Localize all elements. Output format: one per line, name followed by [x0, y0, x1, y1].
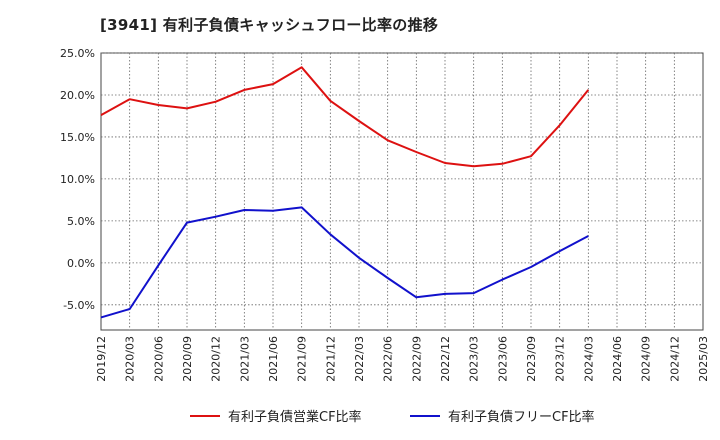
x-tick-label: 2020/09 — [181, 336, 194, 382]
y-tick-label: 15.0% — [60, 131, 95, 144]
legend-label-2: 有利子負債フリーCF比率 — [448, 409, 595, 425]
x-tick-label: 2023/09 — [525, 336, 538, 382]
x-tick-label: 2022/06 — [382, 336, 395, 382]
x-tick-label: 2025/03 — [697, 336, 710, 382]
x-tick-label: 2021/06 — [267, 336, 280, 382]
x-tick-label: 2022/09 — [410, 336, 423, 382]
y-tick-label: 20.0% — [60, 89, 95, 102]
x-tick-label: 2020/03 — [124, 336, 137, 382]
chart-title: [3941] 有利子負債キャッシュフロー比率の推移 — [100, 16, 439, 34]
legend-label-1: 有利子負債営業CF比率 — [228, 409, 362, 425]
series-line-2 — [100, 206, 589, 319]
series-line-1 — [100, 66, 590, 168]
x-tick-label: 2023/12 — [554, 336, 567, 382]
x-tick-label: 2023/03 — [468, 336, 481, 382]
x-tick-label: 2021/09 — [296, 336, 309, 382]
x-tick-label: 2024/12 — [668, 336, 681, 382]
x-tick-label: 2021/03 — [238, 336, 251, 382]
y-tick-label: -5.0% — [63, 299, 95, 312]
y-tick-label: 0.0% — [67, 257, 95, 270]
x-tick-label: 2021/12 — [324, 336, 337, 382]
x-tick-label: 2024/09 — [640, 336, 653, 382]
x-tick-label: 2024/06 — [611, 336, 624, 382]
x-tick-label: 2022/12 — [439, 336, 452, 382]
y-tick-label: 5.0% — [67, 215, 95, 228]
plot-area — [100, 52, 704, 331]
x-tick-label: 2020/06 — [152, 336, 165, 382]
y-tick-label: 10.0% — [60, 173, 95, 186]
y-tick-label: 25.0% — [60, 47, 95, 60]
x-tick-label: 2019/12 — [95, 336, 108, 382]
x-tick-label: 2023/06 — [496, 336, 509, 382]
x-tick-label: 2020/12 — [210, 336, 223, 382]
x-tick-label: 2024/03 — [582, 336, 595, 382]
x-tick-label: 2022/03 — [353, 336, 366, 382]
